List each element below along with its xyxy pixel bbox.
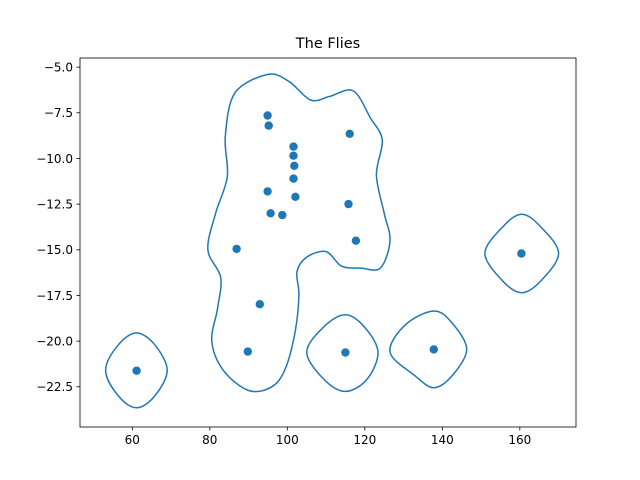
y-tick-label: −10.0 [36,152,73,166]
data-point-14 [232,244,241,254]
contour-line-3 [305,313,379,393]
x-tick-label: 80 [202,433,217,447]
contour-line-1 [104,332,168,409]
y-tick-label: −7.5 [44,106,73,120]
contour-line-2 [484,213,560,294]
data-point-17 [341,348,350,357]
axes: 60 80 100 120 140 160 −5.0 −7.5 −10.0 −12.5 −15.0 −… [36,57,577,447]
data-point-5 [290,161,299,170]
x-tick-label: 100 [276,433,299,447]
scatter-points [132,111,526,375]
chart-title: The Flies [295,36,360,52]
data-point-12 [344,199,353,209]
data-point-3 [289,142,298,151]
y-tick-label: −12.5 [36,197,73,211]
data-point-19 [132,366,141,375]
data-point-10 [266,209,275,218]
data-point-4 [289,151,298,160]
data-point-2 [264,121,273,130]
x-tick-label: 120 [353,433,376,447]
data-point-16 [243,347,252,356]
contour-line-4 [389,310,468,389]
data-point-18 [429,345,438,354]
x-tick-label: 160 [508,433,531,447]
data-point-9 [291,192,300,201]
x-tick-label: 140 [431,433,454,447]
y-tick-label: −17.5 [36,289,73,303]
y-tick-label: −15.0 [36,243,73,257]
y-tick-label: −22.5 [36,380,73,394]
data-point-8 [263,187,272,196]
data-point-20 [517,249,526,258]
y-tick-label: −5.0 [44,60,73,74]
data-point-1 [263,111,272,120]
y-tick-label: −20.0 [36,334,73,348]
data-point-6 [289,174,298,183]
contour-line-5 [207,73,391,393]
contour-lines [104,73,560,409]
data-point-11 [278,210,287,220]
x-tick-label: 60 [125,433,140,447]
data-point-7 [345,129,354,138]
data-point-15 [255,300,264,309]
data-point-13 [351,236,361,245]
plot-frame [79,57,577,428]
